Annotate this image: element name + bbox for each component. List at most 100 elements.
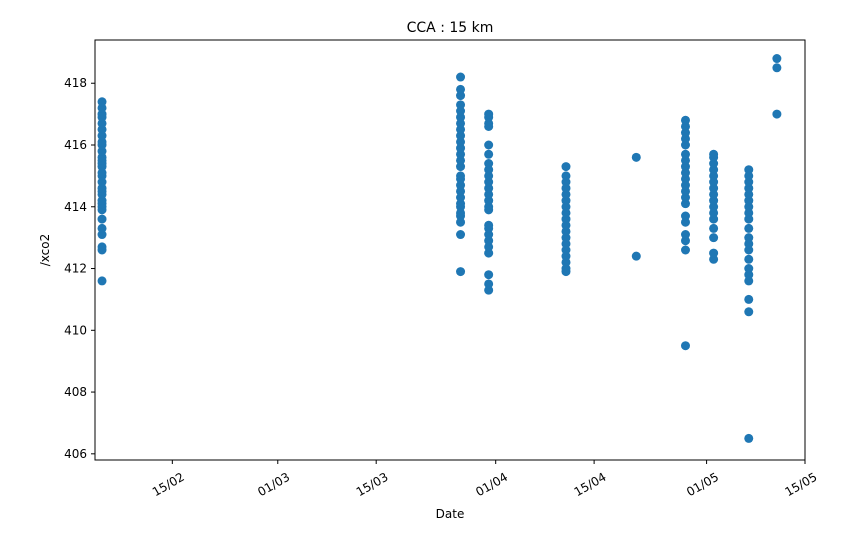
data-point (456, 199, 466, 209)
data-point (97, 196, 107, 206)
data-point (744, 254, 754, 264)
data-point (484, 285, 494, 295)
data-point (680, 168, 690, 178)
data-point (709, 149, 719, 159)
data-point (680, 186, 690, 196)
data-point (484, 109, 494, 119)
data-point (456, 180, 466, 190)
data-point (561, 220, 571, 230)
data-point (680, 140, 690, 150)
data-point (631, 251, 641, 261)
chart-title: CCA : 15 km (407, 20, 494, 36)
y-axis: 406 408 410 412 414 416 418 (64, 76, 95, 461)
data-point (744, 264, 754, 274)
data-point (561, 196, 571, 206)
data-point (456, 171, 466, 181)
data-point (561, 226, 571, 236)
data-point (744, 294, 754, 304)
data-point (484, 279, 494, 289)
data-point (97, 177, 107, 187)
data-point (744, 245, 754, 255)
data-point (456, 149, 466, 159)
data-point (97, 103, 107, 113)
data-point (561, 239, 571, 249)
data-point (561, 264, 571, 274)
data-point (744, 233, 754, 243)
data-point (484, 196, 494, 206)
data-point (456, 125, 466, 135)
data-point (561, 162, 571, 172)
data-point (561, 189, 571, 199)
data-point (709, 202, 719, 212)
x-axis-label: Date (436, 507, 465, 521)
y-tick-label: 416 (64, 138, 87, 152)
data-point (456, 84, 466, 94)
data-point (709, 183, 719, 193)
data-point (97, 137, 107, 147)
data-point (484, 236, 494, 246)
data-point (484, 177, 494, 187)
data-point (484, 230, 494, 240)
data-point (456, 193, 466, 202)
data-point (709, 248, 719, 258)
data-point (484, 159, 494, 169)
data-point (744, 189, 754, 199)
data-point (680, 199, 690, 209)
data-point (709, 196, 719, 206)
data-point (456, 100, 466, 110)
data-point (709, 165, 719, 175)
data-point (744, 196, 754, 206)
data-point (744, 307, 754, 317)
data-point (97, 118, 107, 128)
data-point (744, 202, 754, 212)
data-point (680, 115, 690, 125)
data-point (456, 137, 466, 147)
data-point (772, 63, 782, 73)
data-point (484, 242, 494, 252)
data-point (744, 239, 754, 249)
data-point (484, 171, 494, 181)
data-point (456, 143, 466, 153)
data-point (484, 118, 494, 128)
data-point (744, 270, 754, 280)
data-point (484, 140, 494, 150)
data-point (744, 276, 754, 286)
data-point (744, 208, 754, 218)
data-point (744, 177, 754, 187)
data-point (772, 54, 782, 64)
data-point (484, 189, 494, 199)
data-point (484, 183, 494, 193)
data-point (97, 230, 107, 240)
data-point (680, 162, 690, 172)
data-point (456, 208, 466, 218)
data-point (97, 125, 107, 135)
data-point (561, 251, 571, 261)
data-point (456, 118, 466, 128)
data-point (97, 276, 107, 286)
data-point (484, 248, 494, 258)
data-point (456, 186, 466, 196)
data-point (709, 223, 719, 233)
data-point (680, 174, 690, 184)
data-point (680, 236, 690, 246)
data-points (97, 54, 782, 443)
data-point (484, 149, 494, 159)
data-point (680, 134, 690, 144)
data-point (709, 171, 719, 181)
data-point (709, 254, 719, 264)
data-point (680, 211, 690, 221)
data-point (680, 341, 690, 351)
data-point (97, 242, 107, 252)
data-point (680, 193, 690, 202)
data-point (456, 72, 466, 82)
y-tick-label: 406 (64, 447, 87, 461)
data-point (97, 183, 107, 193)
data-point (456, 230, 466, 240)
data-point (561, 202, 571, 212)
y-tick-label: 412 (64, 262, 87, 276)
data-point (680, 245, 690, 255)
data-point (561, 171, 571, 181)
data-point (561, 208, 571, 218)
